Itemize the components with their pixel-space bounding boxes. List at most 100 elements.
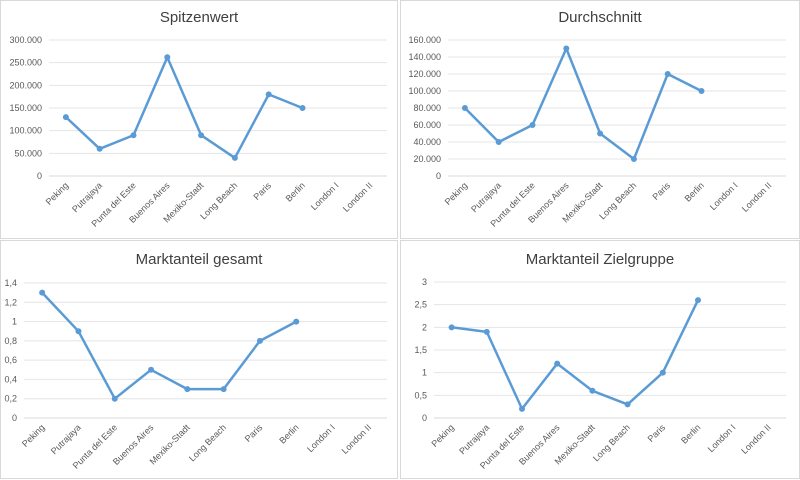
x-tick-label: Peking bbox=[20, 422, 47, 449]
data-point bbox=[597, 130, 604, 137]
x-tick-label: Berlin bbox=[683, 180, 706, 203]
series-line bbox=[450, 298, 700, 411]
data-point bbox=[256, 337, 263, 344]
data-point bbox=[39, 289, 46, 296]
y-tick-label: 2,5 bbox=[414, 300, 427, 310]
data-point bbox=[220, 386, 227, 393]
data-point bbox=[184, 386, 191, 393]
y-tick-label: 140.000 bbox=[408, 52, 441, 62]
x-tick-label: Peking bbox=[44, 180, 71, 207]
y-tick-label: 160.000 bbox=[408, 35, 441, 45]
chart-panel-durchschnitt: Durchschnitt 0 20.000 40.000 60.000 80.000 10… bbox=[400, 0, 800, 239]
y-tick-label: 0 bbox=[436, 171, 441, 181]
chart-title: Durchschnitt bbox=[558, 9, 642, 26]
y-tick-label: 0,4 bbox=[4, 374, 17, 384]
chart-title: Marktanteil gesamt bbox=[135, 251, 263, 268]
y-tick-label: 0,5 bbox=[414, 390, 427, 400]
y-tick-label: 300.000 bbox=[9, 35, 42, 45]
data-point bbox=[148, 366, 155, 373]
x-tick-label: Berlin bbox=[679, 422, 702, 445]
data-point bbox=[111, 395, 118, 402]
data-point bbox=[198, 132, 205, 139]
y-tick-label: 3 bbox=[422, 277, 427, 287]
chart-title: Marktanteil Zielgruppe bbox=[525, 251, 675, 268]
y-tick-label: 100.000 bbox=[408, 86, 441, 96]
x-tick-label: London I bbox=[708, 180, 740, 212]
data-point bbox=[130, 132, 137, 139]
data-point bbox=[554, 360, 561, 367]
chart-svg: 0 50.000 100.000 150.000 200.000 250.000 300.0… bbox=[9, 35, 387, 229]
x-tick-label: London I bbox=[305, 422, 337, 454]
y-tick-label: 60.000 bbox=[413, 120, 441, 130]
y-tick-label: 250.000 bbox=[9, 58, 42, 68]
y-tick-label: 2 bbox=[422, 322, 427, 332]
x-tick-label: Putrajaya bbox=[49, 422, 83, 456]
data-point bbox=[664, 71, 671, 77]
chart-svg: 0 20.000 40.000 60.000 80.000 100.000 120.000 1… bbox=[408, 35, 786, 229]
chart-title: Spitzenwert bbox=[159, 9, 239, 26]
data-point bbox=[461, 105, 468, 111]
x-tick-label: Paris bbox=[651, 180, 673, 202]
chart-panel-marktanteil-zielgruppe: Marktanteil Zielgruppe 0 0,5 1 1,5 2 2,5 3 Peki… bbox=[400, 240, 800, 479]
data-point bbox=[265, 91, 272, 98]
y-tick-label: 0 bbox=[12, 413, 17, 423]
data-point bbox=[495, 139, 502, 145]
x-tick-label: Peking bbox=[443, 180, 470, 207]
x-tick-label: Berlin bbox=[284, 180, 307, 203]
y-tick-label: 120.000 bbox=[408, 69, 441, 79]
y-tick-label: 1,2 bbox=[4, 297, 17, 307]
x-tick-label: Long Beach bbox=[591, 422, 632, 463]
data-point bbox=[529, 122, 536, 128]
y-tick-label: 1 bbox=[12, 317, 17, 327]
data-point bbox=[483, 328, 490, 335]
x-tick-label: Berlin bbox=[277, 422, 300, 445]
y-tick-label: 1 bbox=[422, 368, 427, 378]
data-point bbox=[75, 328, 82, 335]
y-tick-label: 40.000 bbox=[413, 137, 441, 147]
x-tick-label: London II bbox=[739, 422, 773, 456]
x-tick-label: London I bbox=[706, 422, 738, 454]
data-point bbox=[630, 156, 637, 162]
chart-panel-marktanteil-gesamt: Marktanteil gesamt 0 0,2 0,4 0,6 0,8 1 1,2 1,4 P… bbox=[0, 240, 398, 479]
x-tick-label: London II bbox=[340, 422, 374, 456]
x-tick-label: Paris bbox=[243, 422, 265, 444]
x-tick-label: Putrajaya bbox=[70, 180, 104, 214]
y-tick-label: 1,5 bbox=[414, 345, 427, 355]
series-line bbox=[64, 55, 304, 160]
x-tick-label: Putrajaya bbox=[469, 180, 503, 214]
series-line bbox=[40, 291, 298, 400]
x-tick-label: Long Beach bbox=[187, 422, 228, 463]
data-point bbox=[563, 45, 570, 52]
data-point bbox=[96, 145, 103, 152]
data-point bbox=[589, 387, 596, 394]
data-point bbox=[698, 88, 705, 94]
x-tick-label: London II bbox=[740, 180, 774, 214]
y-tick-label: 200.000 bbox=[9, 80, 42, 90]
x-tick-label: London II bbox=[341, 180, 375, 214]
data-point bbox=[519, 405, 525, 412]
data-point bbox=[659, 369, 666, 376]
chart-panel-spitzenwert: Spitzenwert 0 50.000 100.000 150.000 200.000… bbox=[0, 0, 398, 239]
y-tick-label: 80.000 bbox=[413, 103, 441, 113]
data-point bbox=[299, 105, 306, 111]
y-tick-label: 0,2 bbox=[4, 394, 17, 404]
y-tick-label: 0 bbox=[422, 413, 427, 423]
y-tick-label: 150.000 bbox=[9, 103, 42, 113]
x-tick-label: London I bbox=[309, 180, 341, 212]
y-tick-label: 0,6 bbox=[4, 355, 17, 365]
data-point bbox=[448, 324, 455, 331]
data-point bbox=[624, 401, 631, 408]
x-tick-label: Peking bbox=[429, 422, 456, 449]
y-tick-label: 100.000 bbox=[9, 126, 42, 136]
data-point bbox=[164, 54, 171, 61]
data-point bbox=[231, 154, 238, 161]
y-tick-label: 50.000 bbox=[14, 148, 42, 158]
x-tick-label: Paris bbox=[646, 422, 668, 444]
y-tick-label: 0,8 bbox=[4, 336, 17, 346]
series-line bbox=[463, 47, 703, 161]
x-tick-label: Putrajaya bbox=[457, 422, 491, 456]
data-point bbox=[293, 318, 300, 325]
y-tick-label: 1,4 bbox=[4, 278, 17, 288]
